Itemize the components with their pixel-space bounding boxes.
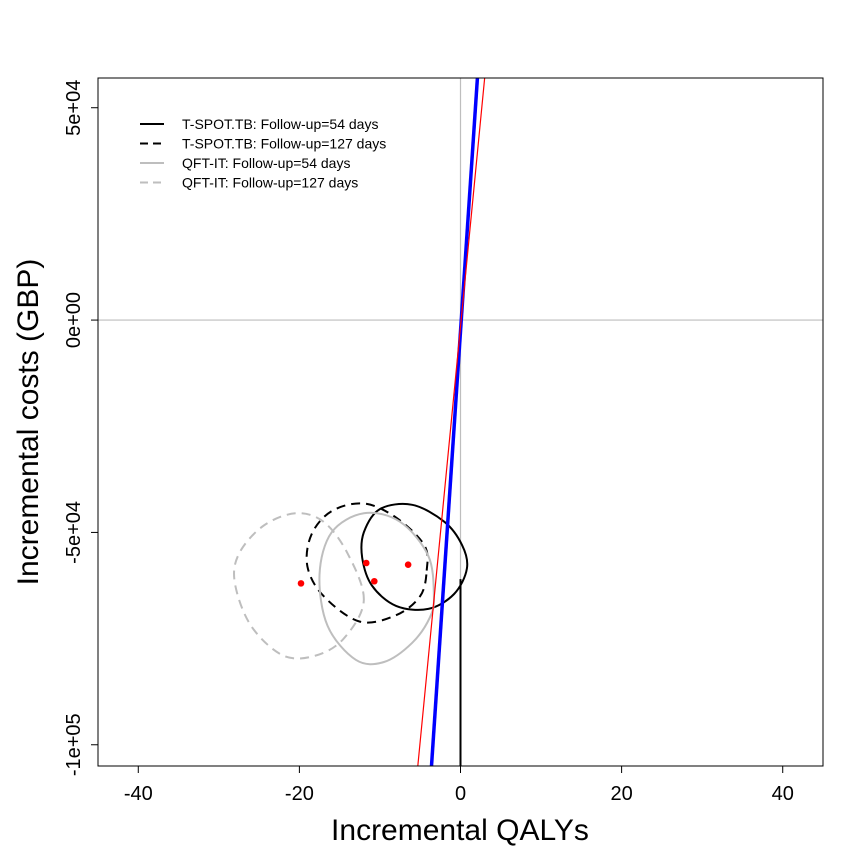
legend-label: QFT-IT: Follow-up=127 days	[182, 175, 358, 191]
data-point-1	[297, 580, 305, 587]
x-tick-label: -40	[124, 783, 153, 805]
plot-area	[98, 78, 823, 766]
line-red-line	[417, 78, 486, 766]
confidence-ellipse-2	[305, 502, 429, 624]
confidence-ellipse-3	[318, 511, 435, 666]
legend-label: T-SPOT.TB: Follow-up=127 days	[182, 136, 386, 152]
y-tick-label: -1e+05	[63, 713, 85, 776]
legend: T-SPOT.TB: Follow-up=54 days T-SPOT.TB: F…	[140, 116, 386, 191]
legend-label: QFT-IT: Follow-up=54 days	[182, 155, 350, 171]
x-axis-title: Incremental QALYs	[331, 814, 589, 847]
confidence-ellipse-1	[360, 502, 469, 611]
legend-label: T-SPOT.TB: Follow-up=54 days	[182, 116, 378, 132]
y-tick-label: -5e+04	[63, 501, 85, 564]
line-blue-line	[429, 78, 480, 766]
axes: -40 -20 0 20 40 5e+04 0e+00 -5e+04 -1e+05	[63, 80, 794, 805]
x-tick-label: -20	[285, 783, 314, 805]
data-point-4	[404, 561, 412, 568]
y-tick-label: 0e+00	[63, 292, 85, 348]
x-tick-label: 0	[455, 783, 466, 805]
data-point-2	[362, 559, 370, 567]
confidence-ellipse-4	[233, 512, 365, 660]
y-tick-label: 5e+04	[63, 80, 85, 136]
data-point-3	[371, 577, 378, 585]
y-axis-title: Incremental costs (GBP)	[12, 259, 45, 586]
x-tick-label: 20	[610, 783, 632, 805]
x-tick-label: 40	[772, 783, 794, 805]
